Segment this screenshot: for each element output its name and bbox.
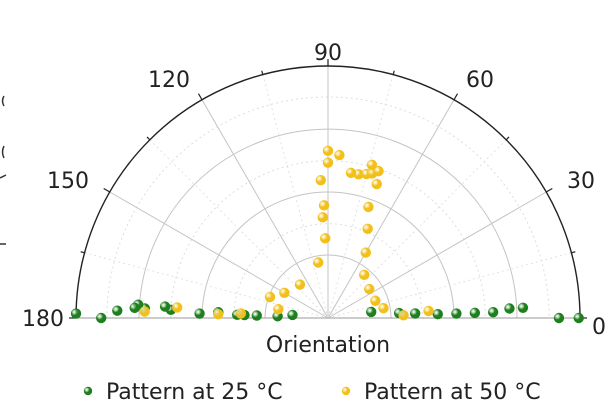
angle-tick-mark xyxy=(571,251,576,254)
data-point xyxy=(129,302,140,314)
left-edge-remnant xyxy=(0,95,7,245)
angle-tick-label: 120 xyxy=(148,68,190,93)
data-point xyxy=(313,257,324,268)
data-point xyxy=(235,308,247,319)
angle-minor-spoke xyxy=(149,139,329,319)
angle-tick-mark xyxy=(453,93,459,101)
data-point xyxy=(112,305,123,316)
data-point xyxy=(504,303,515,314)
angle-tick-label: 150 xyxy=(47,169,89,194)
angle-minor-spoke xyxy=(84,252,329,319)
data-point xyxy=(159,301,171,312)
angle-minor-spoke xyxy=(327,74,394,319)
radial-minor-ring xyxy=(170,160,486,319)
data-point xyxy=(251,310,262,321)
data-point xyxy=(423,305,434,317)
angle-tick-label: 90 xyxy=(314,41,342,66)
series-2 xyxy=(139,145,434,321)
data-point xyxy=(362,223,373,235)
data-point xyxy=(334,149,345,161)
angle-tick-label: 30 xyxy=(567,169,595,194)
legend-label: Pattern at 25 °C xyxy=(106,380,283,405)
data-point xyxy=(287,309,298,321)
data-point xyxy=(573,312,584,324)
angle-grid-spoke xyxy=(201,99,329,319)
data-point xyxy=(322,157,334,168)
angle-tick-mark xyxy=(146,136,151,141)
data-point xyxy=(360,247,371,258)
radial-minor-ring xyxy=(233,223,423,319)
data-point xyxy=(409,308,421,319)
data-point xyxy=(315,174,326,186)
angle-tick-label: 0 xyxy=(592,315,606,340)
angle-minor-spoke xyxy=(262,74,329,319)
data-point xyxy=(364,283,375,295)
angle-minor-spoke xyxy=(327,252,572,319)
data-point xyxy=(553,312,565,324)
data-point xyxy=(139,306,150,317)
angle-tick-mark xyxy=(103,187,111,193)
angle-grid-spoke xyxy=(109,191,329,319)
data-point xyxy=(366,306,377,318)
angle-tick-mark xyxy=(197,93,203,101)
data-point xyxy=(294,279,306,290)
data-point xyxy=(366,159,378,170)
legend-marker xyxy=(341,386,351,396)
data-point xyxy=(322,145,334,157)
data-point xyxy=(398,310,409,321)
data-point xyxy=(318,200,330,211)
data-point xyxy=(213,308,224,320)
legend: Pattern at 25 °C Pattern at 50 °C xyxy=(83,380,541,405)
angle-minor-spoke xyxy=(327,139,507,319)
angle-tick-mark xyxy=(545,187,553,193)
polar-grid xyxy=(69,59,587,319)
angle-tick-mark xyxy=(80,251,85,254)
data-point xyxy=(171,302,183,313)
legend-label: Pattern at 50 °C xyxy=(364,380,541,405)
data-point xyxy=(370,295,381,306)
data-point xyxy=(359,269,370,281)
angle-tick-label: 180 xyxy=(22,307,64,332)
data-point xyxy=(487,307,499,318)
radial-minor-ring xyxy=(106,96,550,319)
angle-grid-spoke xyxy=(327,191,547,319)
data-point xyxy=(70,308,82,319)
data-point xyxy=(517,302,529,313)
data-points xyxy=(70,145,584,324)
angle-tick-mark xyxy=(505,136,510,141)
data-point xyxy=(96,312,107,324)
data-point xyxy=(279,287,290,298)
angle-tick-label: 60 xyxy=(466,68,494,93)
data-point xyxy=(345,167,357,179)
data-point xyxy=(273,304,284,315)
angle-grid-spoke xyxy=(327,99,455,319)
data-point xyxy=(378,303,389,314)
angle-tick-mark xyxy=(261,70,264,75)
data-point xyxy=(469,307,481,319)
data-point xyxy=(432,308,443,320)
angle-tick-labels: 0 30 60 90 120 150 180 xyxy=(22,41,606,340)
data-point xyxy=(371,178,382,190)
data-point xyxy=(264,291,276,303)
data-point xyxy=(194,308,205,319)
angle-tick-mark xyxy=(392,70,395,75)
x-axis-title: Orientation xyxy=(266,333,390,358)
data-point xyxy=(373,165,384,177)
legend-marker xyxy=(83,386,93,396)
data-point xyxy=(451,308,462,319)
data-point xyxy=(363,201,374,213)
data-point xyxy=(317,212,328,223)
data-point xyxy=(320,233,331,244)
